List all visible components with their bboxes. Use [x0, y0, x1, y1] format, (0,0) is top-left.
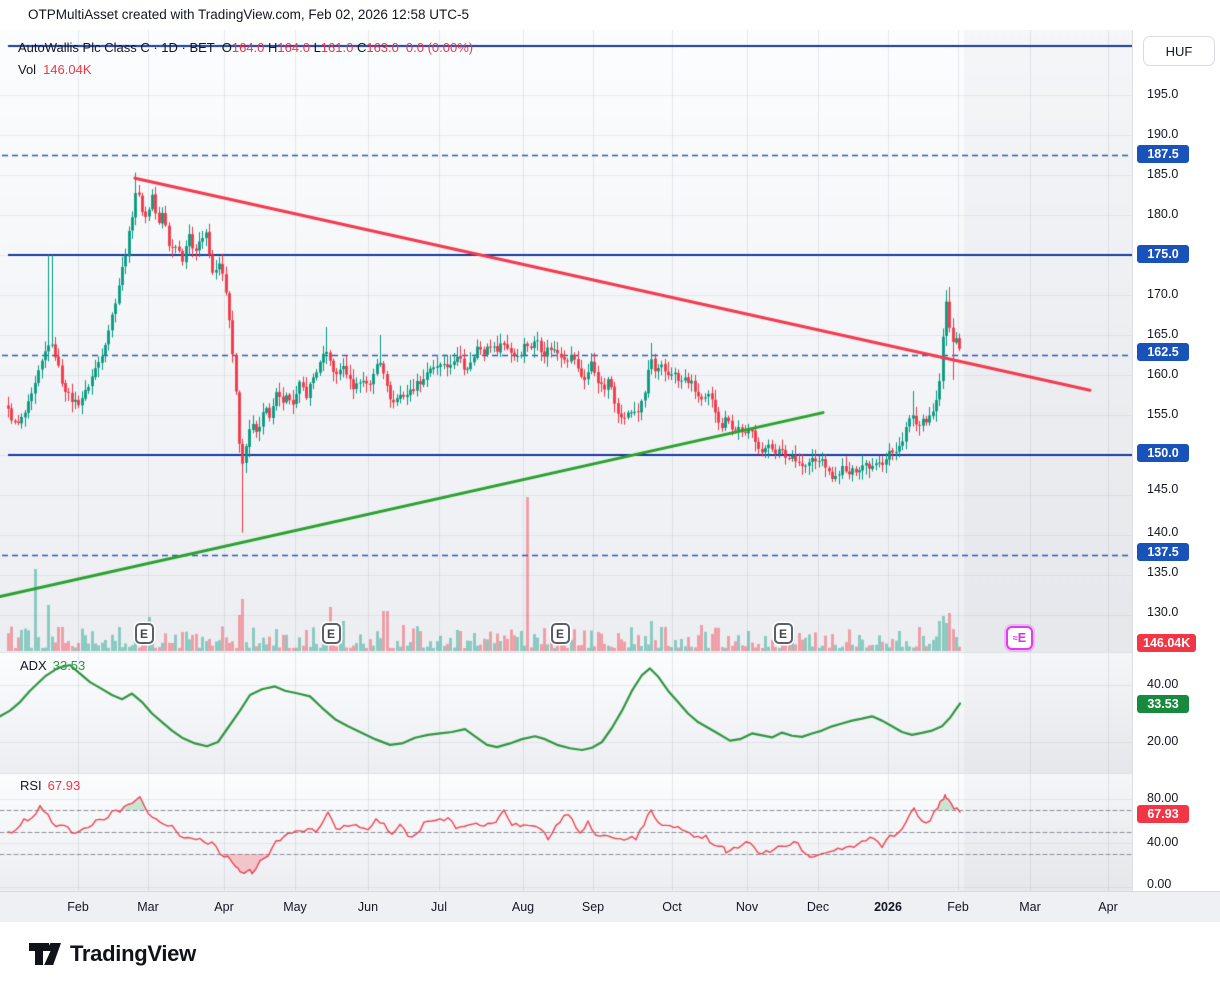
adx-pane-legend[interactable]: ADX 33.53 [20, 658, 85, 673]
earnings-marker[interactable]: E [134, 623, 154, 644]
symbol-title[interactable]: AutoWallis Plc Class C · 1D · BET [18, 39, 215, 55]
ohlc-key: H [268, 39, 278, 55]
currency-toggle-button[interactable]: HUF [1143, 36, 1215, 66]
time-axis[interactable]: Feb Mar Apr May Jun Jul Aug Sep Oct Nov Dec 2026 Feb… [0, 891, 1220, 923]
price-level-badge: 162.5 [1137, 343, 1189, 361]
rsi-label: RSI [20, 778, 42, 793]
time-axis-label: Aug [511, 900, 535, 914]
ohlc-values: O164.0 H164.0 L161.0 C163.0 [222, 40, 399, 55]
price-axis[interactable]: HUF 195.0 190.0 185.0 180.0 170.0 165.0 160.0 1… [1132, 30, 1220, 891]
price-level-badge: 146.04K [1137, 634, 1197, 652]
earnings-marker[interactable]: E [321, 623, 341, 644]
approx-glyph: ≈ [1012, 633, 1018, 643]
volume-legend-row: Vol 146.04K [18, 60, 473, 78]
price-scale-tick: 145.0 [1147, 482, 1179, 496]
ohlc-value: 164.0 [231, 39, 269, 55]
tradingview-logo-icon [29, 943, 61, 965]
price-scale-tick: 140.0 [1147, 525, 1179, 539]
price-scale-tick: 135.0 [1147, 565, 1179, 579]
price-level-badge: 175.0 [1137, 245, 1189, 263]
adx-label: ADX [20, 658, 47, 673]
volume-label: Vol [18, 61, 37, 77]
time-axis-label: Apr [214, 900, 234, 914]
time-axis-label: Feb [947, 900, 969, 914]
rsi-pane-legend[interactable]: RSI 67.93 [20, 778, 80, 793]
ohlc-value: 161.0 [320, 39, 357, 55]
footer: TradingView [0, 922, 1220, 992]
price-scale-tick: 195.0 [1147, 87, 1179, 101]
price-scale-tick: 40.00 [1147, 677, 1179, 691]
time-axis-label: Jun [357, 900, 379, 914]
symbol-legend-row: AutoWallis Plc Class C · 1D · BET O164.0… [18, 38, 473, 56]
time-axis-label: Feb [67, 900, 89, 914]
price-chart-canvas[interactable] [0, 30, 1132, 891]
price-level-badge: 33.53 [1137, 695, 1189, 713]
price-scale-tick: 0.00 [1147, 877, 1172, 891]
rsi-value: 67.93 [47, 778, 81, 793]
price-level-badge: 137.5 [1137, 543, 1189, 561]
time-axis-label: Mar [1019, 900, 1041, 914]
ohlc-key: L [313, 39, 321, 55]
upcoming-earnings-marker[interactable]: ≈ E [1006, 626, 1033, 650]
price-scale-tick: 180.0 [1147, 207, 1179, 221]
time-axis-label: Apr [1098, 900, 1118, 914]
price-level-badge: 150.0 [1137, 444, 1189, 462]
price-level-badge: 187.5 [1137, 145, 1189, 163]
price-scale-tick: 80.00 [1147, 791, 1179, 805]
time-axis-label: Mar [137, 900, 159, 914]
attribution-text: OTPMultiAsset created with TradingView.c… [28, 7, 469, 22]
earnings-marker[interactable]: E [773, 623, 793, 644]
volume-value: 146.04K [43, 61, 92, 77]
time-axis-label: 2026 [874, 900, 902, 914]
price-scale-tick: 170.0 [1147, 287, 1179, 301]
symbol-legend[interactable]: AutoWallis Plc Class C · 1D · BET O164.0… [18, 38, 473, 78]
price-scale-tick: 40.00 [1147, 835, 1179, 849]
earnings-marker[interactable]: E [550, 623, 570, 644]
price-scale-tick: 190.0 [1147, 127, 1179, 141]
tradingview-logo[interactable]: TradingView [28, 940, 196, 968]
price-scale-tick: 130.0 [1147, 605, 1179, 619]
time-axis-label: Sep [581, 900, 605, 914]
ohlc-key: O [221, 39, 232, 55]
price-scale-tick: 20.00 [1147, 734, 1179, 748]
ohlc-value: 164.0 [277, 39, 314, 55]
adx-value: 33.53 [52, 658, 86, 673]
chart-area[interactable]: AutoWallis Plc Class C · 1D · BET O164.0… [0, 30, 1220, 891]
upcoming-earnings-letter: E [1017, 631, 1027, 645]
time-axis-label: Nov [735, 900, 759, 914]
ohlc-key: C [356, 39, 367, 55]
price-scale-tick: 185.0 [1147, 167, 1179, 181]
time-axis-label: May [283, 900, 307, 914]
tradingview-brand-text: TradingView [70, 941, 196, 966]
time-axis-label: Oct [662, 900, 682, 914]
change-value: 0.0 (0.00%) [405, 39, 474, 55]
time-axis-label: Jul [431, 900, 447, 914]
time-axis-label: Dec [806, 900, 830, 914]
price-level-badge: 67.93 [1137, 805, 1189, 823]
ohlc-value: 163.0 [366, 39, 399, 55]
price-scale-tick: 165.0 [1147, 327, 1179, 341]
price-scale-tick: 160.0 [1147, 367, 1179, 381]
price-scale-tick: 155.0 [1147, 407, 1179, 421]
